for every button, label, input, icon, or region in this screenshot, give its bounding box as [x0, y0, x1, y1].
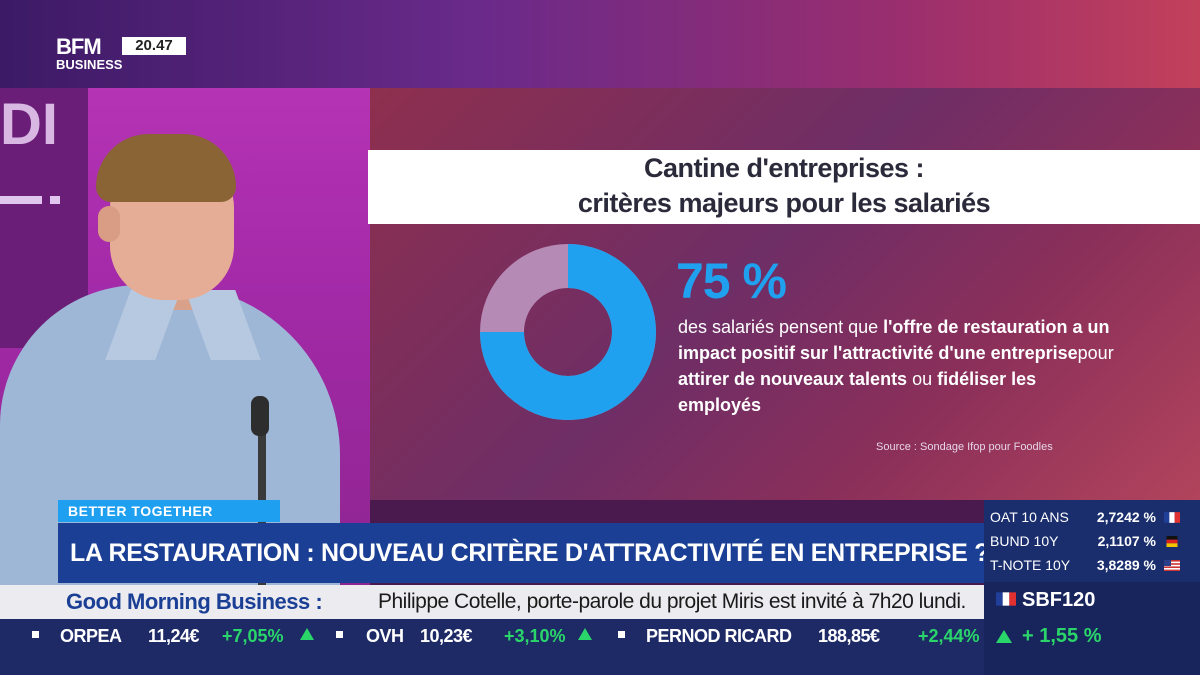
france-flag-icon [1164, 512, 1180, 523]
usa-flag-icon [1164, 560, 1180, 571]
infographic-title: Cantine d'entreprises : [644, 153, 925, 183]
index-panel [984, 582, 1200, 675]
stock-name: ORPEA [60, 626, 122, 646]
infographic-description: des salariés pensent que l'offre de rest… [678, 314, 1118, 418]
desc-part-bold: fidéliser les employés [678, 369, 1037, 415]
separator-icon [618, 631, 625, 638]
stock-name: PERNOD RICARD [646, 626, 792, 646]
up-arrow-icon [300, 628, 314, 640]
source-note: Source : Sondage Ifop pour Foodles [876, 441, 1053, 453]
desc-part: ou [907, 369, 938, 389]
channel-logo: BFM [56, 34, 102, 59]
germany-flag-icon [1166, 536, 1178, 547]
desc-part: des salariés pensent que [678, 317, 884, 337]
market-value: 3,8289 % [1096, 557, 1156, 573]
news-ticker [0, 585, 984, 619]
infographic-subtitle: critères majeurs pour les salariés [577, 188, 991, 218]
ticker-program: Good Morning Business : [66, 589, 323, 614]
microphone-icon [251, 396, 269, 436]
studio-decor [50, 196, 60, 204]
separator-icon [32, 631, 39, 638]
stock-name: OVH [366, 626, 404, 646]
desc-part-bold: l'offre de restauration a un impact posi… [678, 317, 1110, 363]
stock-price: 11,24€ [148, 626, 200, 646]
up-arrow-icon [996, 630, 1012, 643]
segment-tag: BETTER TOGETHER [58, 500, 280, 522]
headline-bar [58, 523, 986, 583]
desc-part-bold: attirer de nouveaux talents [678, 369, 908, 389]
market-row: OAT 10 ANS 2,7242 % [990, 505, 1190, 529]
stock-change: +3,10% [504, 626, 566, 646]
stocks-crawl-bottom [0, 650, 984, 675]
clock: 20.47 [122, 37, 186, 55]
percent-figure: 75 % [676, 253, 787, 309]
up-arrow-icon [578, 628, 592, 640]
separator-icon [336, 631, 343, 638]
market-row: BUND 10Y 2,1107 % [990, 529, 1190, 553]
studio-decor [0, 196, 42, 204]
market-name: OAT 10 ANS [990, 509, 1069, 525]
index-name: SBF120 [1022, 589, 1096, 611]
stock-price: 10,23€ [420, 626, 473, 646]
studio-sign: DI [0, 92, 58, 157]
france-flag-icon [996, 592, 1016, 606]
channel-logo-subtitle: BUSINESS [56, 57, 123, 72]
guest-ear [98, 206, 120, 242]
market-row: T-NOTE 10Y 3,8289 % [990, 553, 1190, 577]
infographic-title-box [368, 150, 1200, 224]
stock-price: 188,85€ [818, 626, 880, 646]
market-value: 2,1107 % [1097, 533, 1156, 549]
market-name: BUND 10Y [990, 533, 1059, 549]
stock-change: +7,05% [222, 626, 284, 646]
stock-change: +2,44% [918, 626, 980, 646]
index-change: + 1,55 % [1022, 625, 1102, 647]
desc-part: pour [1077, 343, 1114, 363]
donut-share-arc [480, 244, 656, 420]
market-name: T-NOTE 10Y [990, 557, 1071, 573]
donut-chart [480, 244, 656, 420]
guest-hair [96, 134, 236, 202]
top-banner [0, 0, 1200, 88]
market-value: 2,7242 % [1096, 509, 1156, 525]
ticker-text: Philippe Cotelle, porte-parole du projet… [378, 590, 966, 613]
headline: LA RESTAURATION : NOUVEAU CRITÈRE D'ATTR… [70, 539, 990, 567]
